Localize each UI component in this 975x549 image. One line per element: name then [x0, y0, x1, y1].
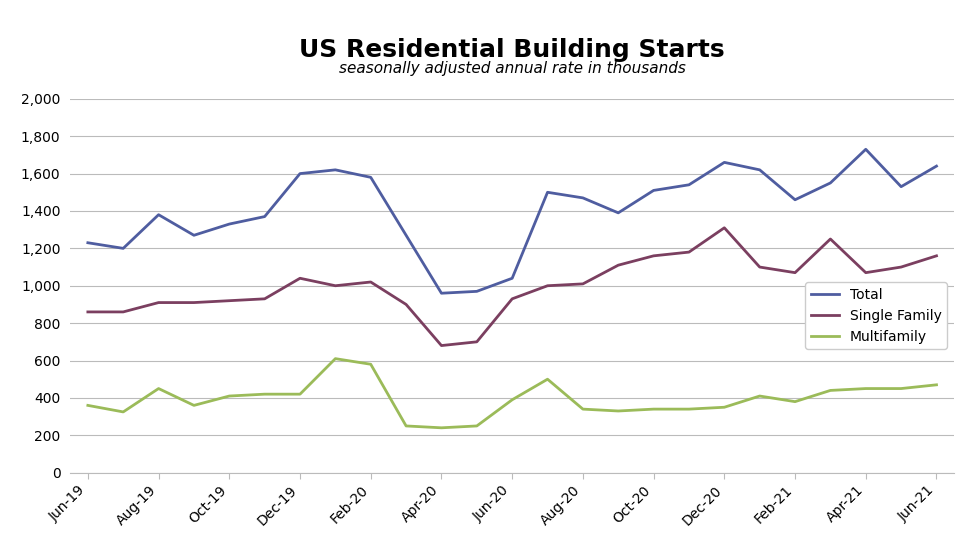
Total	[153, 211, 165, 218]
Total	[471, 288, 483, 295]
Single Family	[860, 270, 872, 276]
Line: Total: Total	[88, 149, 936, 293]
Total	[258, 214, 270, 220]
Total	[401, 232, 412, 239]
Single Family	[471, 339, 483, 345]
Multifamily	[365, 361, 376, 367]
Single Family	[188, 299, 200, 306]
Total	[930, 163, 942, 170]
Single Family	[258, 295, 270, 302]
Single Family	[223, 298, 235, 304]
Single Family	[82, 309, 94, 315]
Single Family	[401, 301, 412, 308]
Multifamily	[436, 424, 448, 431]
Multifamily	[82, 402, 94, 408]
Total	[436, 290, 448, 296]
Multifamily	[825, 387, 837, 394]
Text: seasonally adjusted annual rate in thousands: seasonally adjusted annual rate in thous…	[338, 61, 685, 76]
Multifamily	[330, 355, 341, 362]
Total	[789, 197, 800, 203]
Multifamily	[647, 406, 659, 412]
Multifamily	[258, 391, 270, 397]
Multifamily	[542, 376, 554, 383]
Legend: Total, Single Family, Multifamily: Total, Single Family, Multifamily	[805, 282, 948, 349]
Total	[365, 174, 376, 181]
Single Family	[612, 262, 624, 268]
Total	[223, 221, 235, 227]
Total	[188, 232, 200, 239]
Line: Single Family: Single Family	[88, 228, 936, 345]
Multifamily	[223, 393, 235, 399]
Total	[82, 239, 94, 246]
Single Family	[895, 264, 907, 270]
Single Family	[330, 282, 341, 289]
Multifamily	[930, 382, 942, 388]
Multifamily	[860, 385, 872, 392]
Multifamily	[577, 406, 589, 412]
Total	[117, 245, 129, 251]
Total	[612, 210, 624, 216]
Line: Multifamily: Multifamily	[88, 358, 936, 428]
Multifamily	[895, 385, 907, 392]
Single Family	[930, 253, 942, 259]
Single Family	[825, 236, 837, 242]
Total	[825, 180, 837, 186]
Single Family	[153, 299, 165, 306]
Total	[330, 166, 341, 173]
Title: US Residential Building Starts: US Residential Building Starts	[299, 38, 725, 62]
Single Family	[719, 225, 730, 231]
Total	[294, 170, 306, 177]
Single Family	[577, 281, 589, 287]
Multifamily	[612, 408, 624, 414]
Single Family	[506, 295, 518, 302]
Single Family	[754, 264, 765, 270]
Multifamily	[471, 423, 483, 429]
Multifamily	[294, 391, 306, 397]
Single Family	[542, 282, 554, 289]
Single Family	[683, 249, 695, 255]
Total	[683, 182, 695, 188]
Total	[577, 194, 589, 201]
Single Family	[789, 270, 800, 276]
Multifamily	[506, 396, 518, 403]
Total	[754, 166, 765, 173]
Total	[542, 189, 554, 195]
Multifamily	[683, 406, 695, 412]
Single Family	[117, 309, 129, 315]
Total	[860, 146, 872, 153]
Multifamily	[401, 423, 412, 429]
Multifamily	[153, 385, 165, 392]
Total	[506, 275, 518, 282]
Multifamily	[754, 393, 765, 399]
Single Family	[294, 275, 306, 282]
Total	[719, 159, 730, 166]
Single Family	[647, 253, 659, 259]
Single Family	[436, 342, 448, 349]
Multifamily	[789, 399, 800, 405]
Multifamily	[117, 408, 129, 415]
Multifamily	[188, 402, 200, 408]
Single Family	[365, 279, 376, 285]
Total	[647, 187, 659, 194]
Total	[895, 183, 907, 190]
Multifamily	[719, 404, 730, 411]
